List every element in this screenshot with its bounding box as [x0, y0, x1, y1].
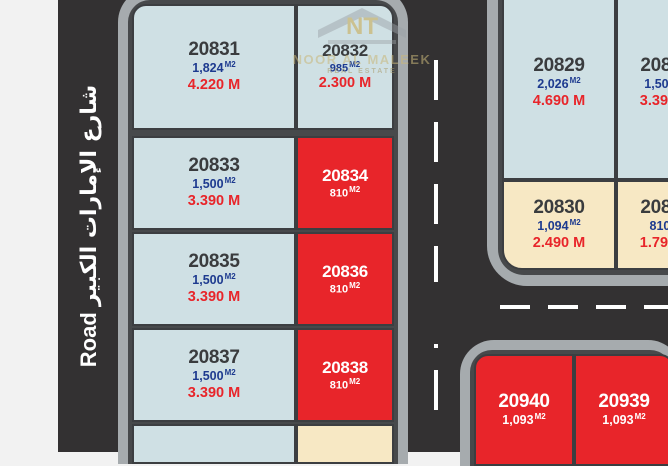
- plot-price: 2.490 M: [533, 236, 585, 252]
- street-name-en: Road: [76, 312, 101, 367]
- street-name-ar: شارع الإمارات الكبير: [77, 85, 102, 306]
- plot-price: 3.390 M: [188, 290, 240, 306]
- plot-id: 20834: [322, 167, 368, 185]
- plot-20836[interactable]: 20836 810M2: [296, 232, 394, 326]
- plot-20832[interactable]: 20832 985M2 2.300 M: [296, 4, 394, 130]
- plot-row5-left-partial[interactable]: [132, 424, 296, 464]
- plot-area: 1,500M2: [192, 369, 235, 384]
- plot-area: 1,093M2: [502, 413, 545, 428]
- block-northeast: 20829 2,026M2 4.690 M 20828 1,500M2 3.39…: [487, 0, 668, 286]
- horizontal-road: [405, 282, 668, 344]
- plot-id: 20831: [188, 40, 239, 60]
- plot-id: 20838: [322, 359, 368, 377]
- plot-area: 985M2: [330, 61, 360, 75]
- plot-master-plan-map: Road شارع الإمارات الكبير 20831 1,824M2 …: [0, 0, 668, 452]
- plot-area: 810M2: [330, 282, 360, 296]
- vertical-road-dash: [434, 122, 438, 162]
- plot-price: 4.690 M: [533, 94, 585, 110]
- plot-20838[interactable]: 20838 810M2: [296, 328, 394, 422]
- plot-20833[interactable]: 20833 1,500M2 3.390 M: [132, 136, 296, 230]
- plot-area: 1,824M2: [192, 61, 235, 76]
- vertical-road-dash: [434, 60, 438, 100]
- vertical-road-dash: [434, 246, 438, 286]
- plot-area: 1,094M2: [537, 219, 580, 234]
- plot-20835[interactable]: 20835 1,500M2 3.390 M: [132, 232, 296, 326]
- horizontal-road-dash: [500, 305, 530, 309]
- plot-20829[interactable]: 20829 2,026M2 4.690 M: [502, 0, 616, 180]
- plot-area: 2,026M2: [537, 77, 580, 92]
- plot-id: 20837: [188, 348, 239, 368]
- vertical-road-dash: [434, 184, 438, 224]
- plot-price: 3.390 M: [188, 386, 240, 402]
- plot-area: 1,500M2: [644, 77, 668, 92]
- plot-price: 3.390 M: [188, 194, 240, 210]
- plot-price: 3.390 M: [640, 94, 668, 110]
- plot-id: 20827: [640, 198, 668, 218]
- plot-20939[interactable]: 20939 1,093M2: [574, 354, 668, 466]
- plot-id: 20829: [533, 56, 584, 76]
- plot-area: 810M2: [650, 219, 668, 234]
- plot-id: 20830: [533, 198, 584, 218]
- plot-row5-right-partial[interactable]: [296, 424, 394, 464]
- block-west: 20831 1,824M2 4.220 M 20832 985M2 2.300 …: [118, 0, 408, 464]
- plot-id: 20833: [188, 156, 239, 176]
- vertical-road-dash: [434, 370, 438, 410]
- plot-20827[interactable]: 20827 810M2 1.790 M: [616, 180, 668, 270]
- plot-20940[interactable]: 20940 1,093M2: [474, 354, 574, 466]
- plot-20830[interactable]: 20830 1,094M2 2.490 M: [502, 180, 616, 270]
- block-southeast: 20940 1,093M2 20939 1,093M2: [460, 340, 668, 466]
- horizontal-road-dash: [548, 305, 578, 309]
- plot-area: 1,500M2: [192, 273, 235, 288]
- horizontal-road-dash: [596, 305, 626, 309]
- plot-price: 1.790 M: [640, 236, 668, 252]
- plot-id: 20836: [322, 263, 368, 281]
- plot-area: 810M2: [330, 186, 360, 200]
- plot-id: 20940: [498, 392, 549, 412]
- horizontal-road-dash: [644, 305, 668, 309]
- plot-20834[interactable]: 20834 810M2: [296, 136, 394, 230]
- plot-id: 20835: [188, 252, 239, 272]
- plot-id: 20828: [640, 56, 668, 76]
- plot-area: 1,500M2: [192, 177, 235, 192]
- plot-20831[interactable]: 20831 1,824M2 4.220 M: [132, 4, 296, 130]
- plot-20828[interactable]: 20828 1,500M2 3.390 M: [616, 0, 668, 180]
- plot-id: 20832: [322, 42, 368, 60]
- plot-20837[interactable]: 20837 1,500M2 3.390 M: [132, 328, 296, 422]
- plot-price: 4.220 M: [188, 78, 240, 94]
- street-name-label: Road شارع الإمارات الكبير: [76, 85, 102, 367]
- plot-area: 1,093M2: [602, 413, 645, 428]
- street-name-band: Road شارع الإمارات الكبير: [58, 0, 120, 452]
- plot-area: 810M2: [330, 378, 360, 392]
- plot-id: 20939: [598, 392, 649, 412]
- plot-price: 2.300 M: [319, 76, 371, 92]
